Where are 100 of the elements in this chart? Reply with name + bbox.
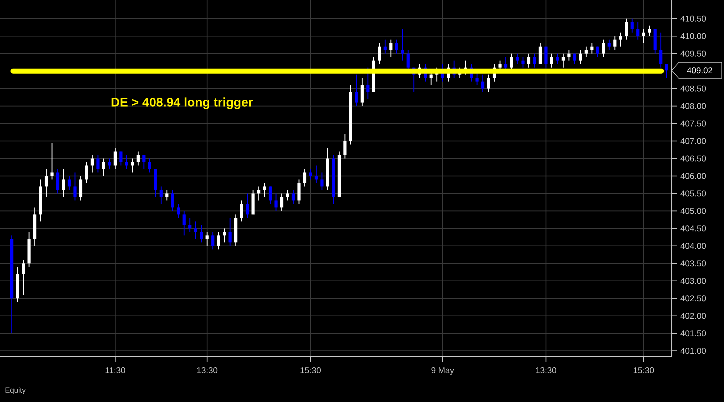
candlestick <box>194 221 198 240</box>
candlestick <box>579 50 582 65</box>
candlestick <box>131 158 134 174</box>
candlestick <box>504 56 508 72</box>
candlestick <box>125 154 128 170</box>
candlestick <box>320 172 324 191</box>
candlestick <box>401 28 404 62</box>
candlestick <box>344 134 347 160</box>
y-tick-label: 404.50 <box>680 226 706 232</box>
candlestick <box>22 260 26 296</box>
y-tick-label: 402.00 <box>680 313 706 320</box>
candlestick <box>522 56 525 68</box>
candlestick <box>166 190 169 202</box>
candlestick <box>602 39 606 58</box>
candlestick <box>625 18 628 40</box>
candlestick <box>309 168 312 180</box>
candlestick <box>286 190 290 202</box>
candlestick <box>303 168 307 188</box>
candlestick <box>217 232 220 250</box>
candlestick <box>96 154 100 174</box>
candlestick <box>246 193 250 219</box>
candlestick <box>648 25 652 37</box>
x-tick-label: 9 May <box>432 368 454 376</box>
candlestick <box>395 39 398 54</box>
y-tick-label: 407.50 <box>680 120 706 127</box>
y-tick-label: 402.50 <box>680 296 706 302</box>
candlestick <box>608 39 611 51</box>
candlestick <box>257 186 261 202</box>
candlestick <box>148 158 152 174</box>
y-tick-label: 407.00 <box>680 138 706 144</box>
candlestick <box>406 50 410 72</box>
candlestick <box>516 53 520 65</box>
y-tick-label: 410.50 <box>680 16 706 22</box>
candlestick <box>544 46 548 68</box>
x-tick-label: 11:30 <box>106 368 126 374</box>
candlestick <box>527 53 531 68</box>
annotation: DE > 408.94 long trigger <box>112 98 254 110</box>
candlestick <box>200 224 204 244</box>
candlestick <box>360 78 364 107</box>
y-tick-label: 401.00 <box>680 348 706 354</box>
candlestick <box>212 232 215 250</box>
text: 409.02 <box>687 68 713 74</box>
candlestick <box>85 162 88 184</box>
candlestick <box>79 176 83 202</box>
y-tick-label: 403.50 <box>680 260 706 267</box>
candlestick <box>642 28 646 44</box>
candlestick <box>268 186 272 205</box>
y-tick-label: 405.50 <box>680 190 706 197</box>
x-tick-label: 15:30 <box>634 368 654 374</box>
candlestick <box>120 151 123 166</box>
y-tick-label: 401.50 <box>680 330 706 337</box>
candlestick <box>510 53 514 72</box>
candlestick <box>102 158 106 177</box>
candlestick <box>177 204 180 219</box>
candlestick <box>56 168 60 194</box>
candlestick <box>355 74 358 107</box>
candlestick <box>384 39 387 54</box>
candlestick <box>62 168 66 198</box>
candlestick <box>274 193 278 212</box>
y-tick-label: 408.50 <box>680 86 706 92</box>
candlestick <box>160 186 163 205</box>
candlestick <box>223 228 226 244</box>
candlestick <box>263 182 266 198</box>
y-tick-label: 405.00 <box>680 208 706 214</box>
candlestick <box>182 210 186 236</box>
candlestick <box>50 142 54 180</box>
candlestick <box>114 148 117 170</box>
candlestick <box>481 74 485 93</box>
candlestick <box>298 179 301 205</box>
candlestick <box>68 176 72 191</box>
y-tick-label: 409.50 <box>680 50 706 57</box>
candlestick <box>590 42 594 54</box>
y-tick-label: 406.50 <box>680 156 706 162</box>
candlestick <box>614 36 617 51</box>
candlestick <box>568 50 571 62</box>
candlestick <box>206 232 209 247</box>
candlestick <box>74 172 77 202</box>
candlestick <box>252 190 255 216</box>
x-tick-label: 13:30 <box>536 368 556 374</box>
candlestick <box>108 158 112 170</box>
candlestick <box>280 193 284 212</box>
candlestick <box>240 200 244 222</box>
candlestick <box>44 168 48 198</box>
candlestick <box>660 32 663 68</box>
candlestick <box>154 168 158 198</box>
candlestick <box>550 53 554 68</box>
candlestick <box>487 74 490 93</box>
candlestick <box>654 28 657 54</box>
candlestick <box>538 42 542 65</box>
candlestick <box>366 67 370 100</box>
candlestick <box>619 32 622 48</box>
y-tick-label: 403.00 <box>680 278 706 284</box>
candlestick <box>228 218 232 247</box>
candlestick <box>584 46 588 58</box>
candlestick <box>562 53 566 68</box>
candlestick <box>533 53 536 68</box>
candlestick <box>630 18 634 34</box>
candlestick <box>390 39 393 58</box>
candlestick <box>556 53 560 65</box>
candlestick <box>90 154 94 174</box>
